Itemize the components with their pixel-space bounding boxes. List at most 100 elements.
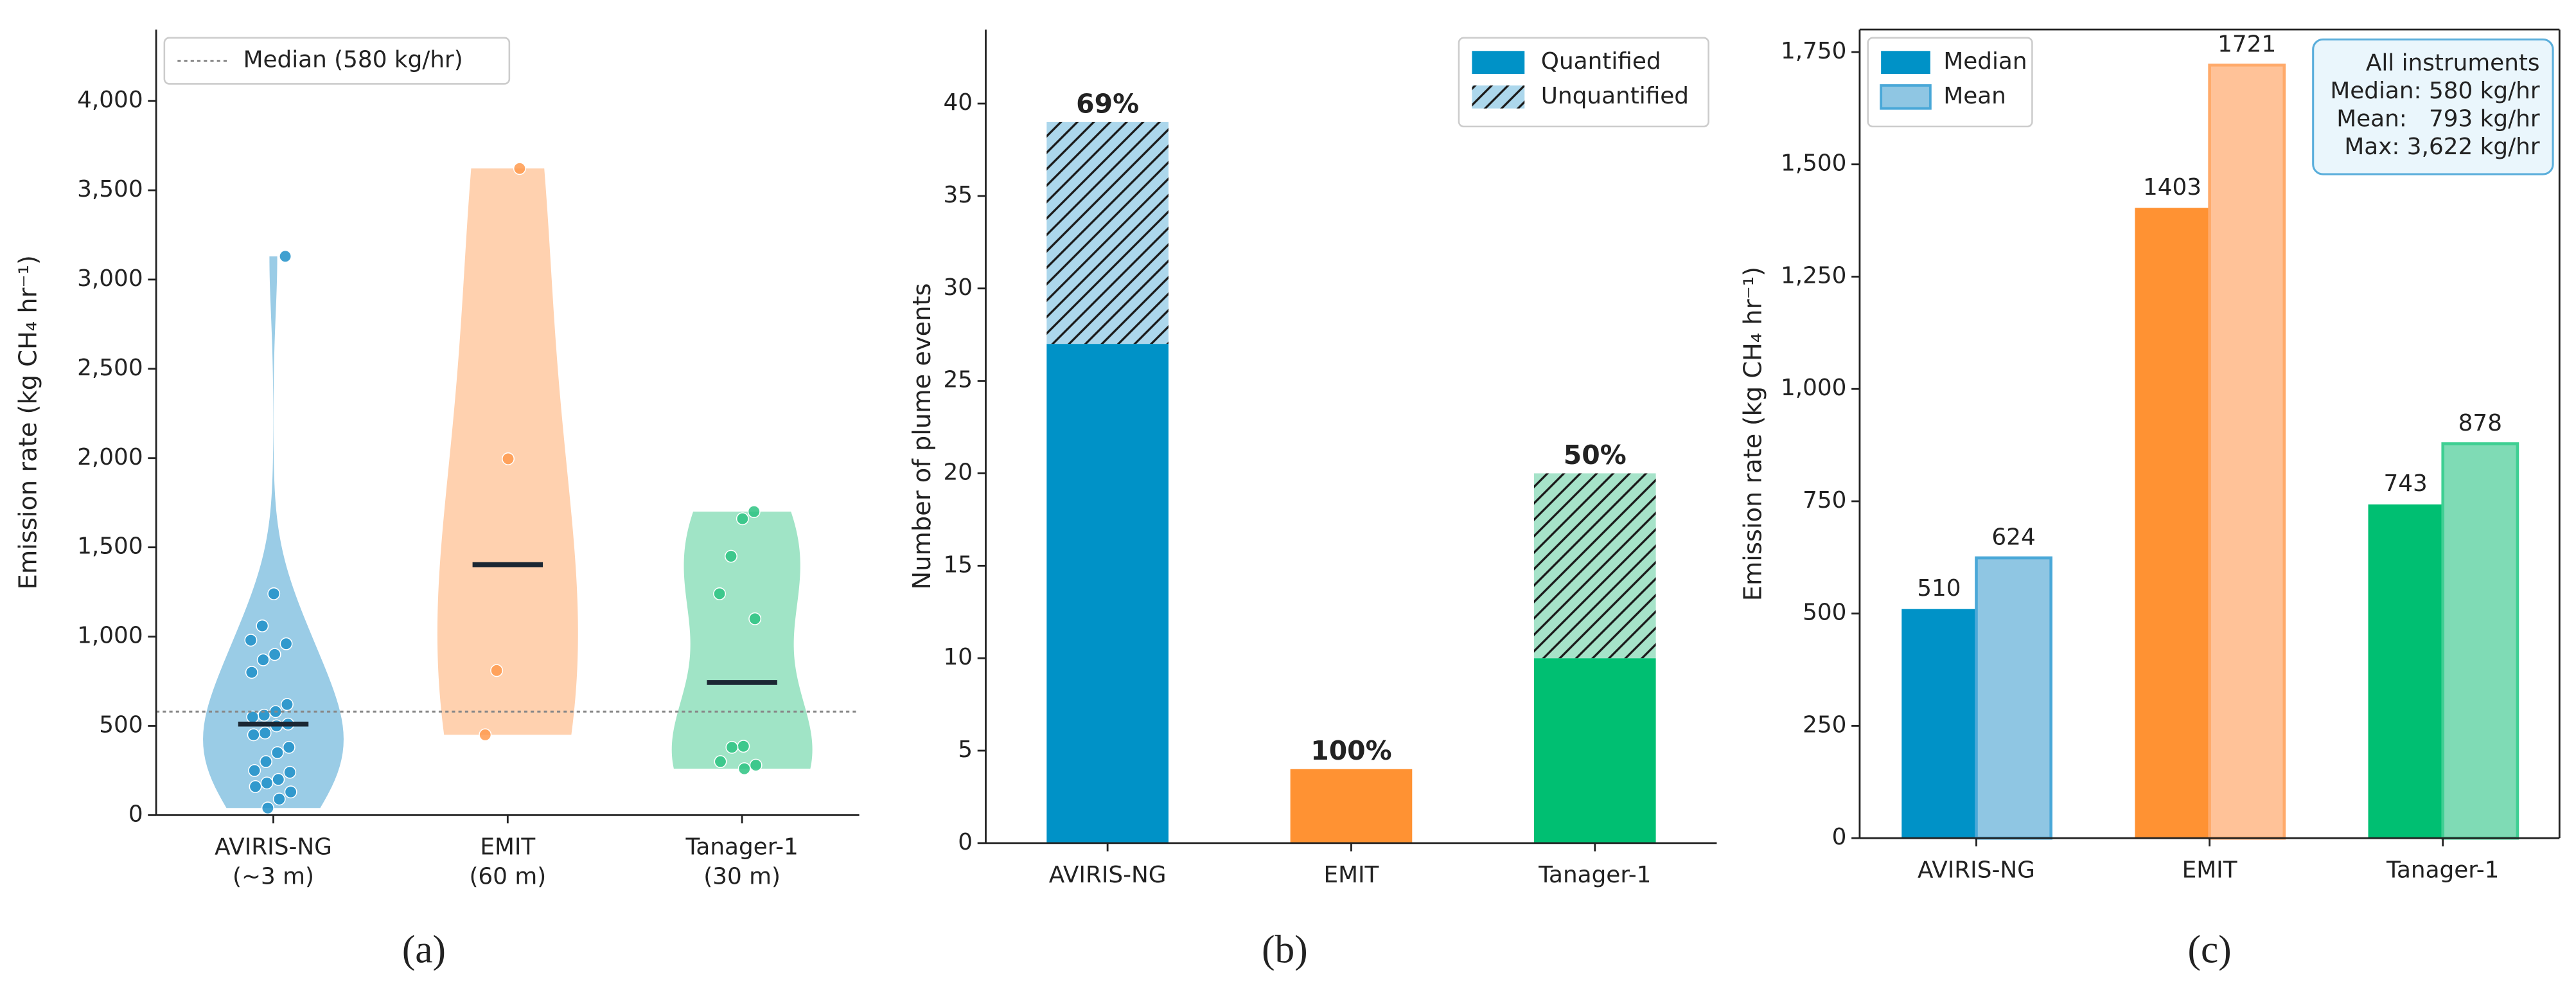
y-tick-label: 250 xyxy=(1803,711,1846,738)
data-point xyxy=(246,710,260,724)
y-tick-label: 3,000 xyxy=(77,265,143,292)
data-point xyxy=(282,740,296,754)
legend-label: Median xyxy=(1943,48,2027,75)
data-point xyxy=(513,162,526,175)
legend-box xyxy=(163,37,511,85)
data-point xyxy=(258,726,272,740)
bar xyxy=(2135,208,2210,839)
data-point xyxy=(280,698,294,711)
x-tick-sublabel: (~3 m) xyxy=(233,864,314,890)
legend-label: Quantified xyxy=(1541,48,1661,75)
legend-label: Mean xyxy=(1943,83,2006,109)
data-point xyxy=(747,505,761,519)
data-point xyxy=(261,801,274,815)
legend-swatch xyxy=(1881,51,1930,75)
y-tick-label: 1,500 xyxy=(1781,150,1846,177)
value-label: 624 xyxy=(1991,524,2035,550)
value-label: 1403 xyxy=(2143,174,2201,201)
legend-swatch xyxy=(1880,84,1932,110)
legend-label: Unquantified xyxy=(1541,83,1689,109)
data-point xyxy=(279,637,293,650)
x-tick-label: AVIRIS-NG xyxy=(215,834,332,861)
bar xyxy=(1901,609,1977,839)
info-line: All instruments xyxy=(2366,50,2540,76)
y-tick-label: 500 xyxy=(99,711,143,738)
value-label: 878 xyxy=(2458,410,2502,436)
value-label: 743 xyxy=(2383,470,2427,497)
x-tick-label: Tanager-1 xyxy=(1538,862,1651,888)
y-tick-label: 40 xyxy=(943,89,973,116)
data-point xyxy=(260,755,272,769)
y-tick-label: 0 xyxy=(958,829,973,855)
bar xyxy=(1975,556,2052,840)
data-point xyxy=(249,780,262,793)
x-tick-label: EMIT xyxy=(1323,862,1379,888)
info-box xyxy=(2312,38,2554,175)
data-point xyxy=(737,762,751,776)
data-point xyxy=(284,785,297,799)
bar-segment xyxy=(1046,121,1169,344)
violin xyxy=(437,168,578,735)
data-point xyxy=(267,587,281,600)
x-tick-label: Tanager-1 xyxy=(685,834,798,861)
bar xyxy=(2208,63,2286,840)
y-tick-label: 1,000 xyxy=(1781,375,1846,401)
panel-caption: (b) xyxy=(1262,927,1308,971)
x-tick-label: AVIRIS-NG xyxy=(1049,862,1167,888)
data-point xyxy=(256,619,269,632)
info-line: Mean: 793 kg/hr xyxy=(2336,106,2540,132)
data-point xyxy=(256,653,270,666)
data-point xyxy=(737,740,750,753)
legend-swatch xyxy=(1472,51,1525,75)
bar-label: 100% xyxy=(1310,735,1391,766)
y-tick-label: 0 xyxy=(1832,824,1847,850)
data-point xyxy=(248,763,261,777)
x-tick-label: EMIT xyxy=(2182,857,2237,883)
x-tick-sublabel: (60 m) xyxy=(469,864,546,890)
y-tick-label: 35 xyxy=(943,182,973,208)
y-tick-label: 1,250 xyxy=(1781,262,1846,289)
data-point xyxy=(736,512,749,526)
y-axis-label: Number of plume events xyxy=(908,283,937,589)
data-point xyxy=(272,772,285,786)
data-point xyxy=(490,664,504,677)
y-tick-label: 3,500 xyxy=(77,176,143,202)
y-tick-label: 0 xyxy=(128,801,143,827)
y-tick-label: 30 xyxy=(943,274,973,301)
y-tick-label: 2,500 xyxy=(77,355,143,381)
bar-segment xyxy=(1046,344,1169,843)
data-point xyxy=(270,746,284,760)
data-point xyxy=(247,728,260,742)
bar-segment xyxy=(1533,473,1656,659)
violin xyxy=(671,512,813,769)
data-point xyxy=(749,758,763,772)
y-tick-label: 500 xyxy=(1803,600,1846,626)
data-point xyxy=(713,587,727,600)
data-point xyxy=(725,549,737,563)
data-point xyxy=(245,666,258,679)
y-tick-label: 2,000 xyxy=(77,444,143,470)
y-tick-label: 4,000 xyxy=(77,87,143,113)
data-point xyxy=(479,728,492,742)
data-point xyxy=(279,249,292,263)
info-line: Max: 3,622 kg/hr xyxy=(2344,134,2540,160)
bar-label: 69% xyxy=(1076,88,1139,119)
y-axis-label: Emission rate (kg CH₄ hr⁻¹) xyxy=(14,255,43,589)
data-point xyxy=(244,634,258,647)
data-point xyxy=(283,765,297,779)
value-label: 510 xyxy=(1917,575,1961,602)
panel-caption: (a) xyxy=(402,927,446,971)
y-tick-label: 1,750 xyxy=(1781,38,1846,64)
x-tick-label: EMIT xyxy=(480,834,535,861)
legend-swatch xyxy=(1472,85,1525,109)
x-tick-label: AVIRIS-NG xyxy=(1918,857,2035,883)
data-point xyxy=(260,776,274,790)
y-tick-label: 20 xyxy=(943,459,973,485)
bar-segment xyxy=(1533,658,1656,843)
data-point xyxy=(502,452,515,465)
y-tick-label: 15 xyxy=(943,551,973,578)
y-tick-label: 10 xyxy=(943,644,973,670)
data-point xyxy=(748,612,762,625)
